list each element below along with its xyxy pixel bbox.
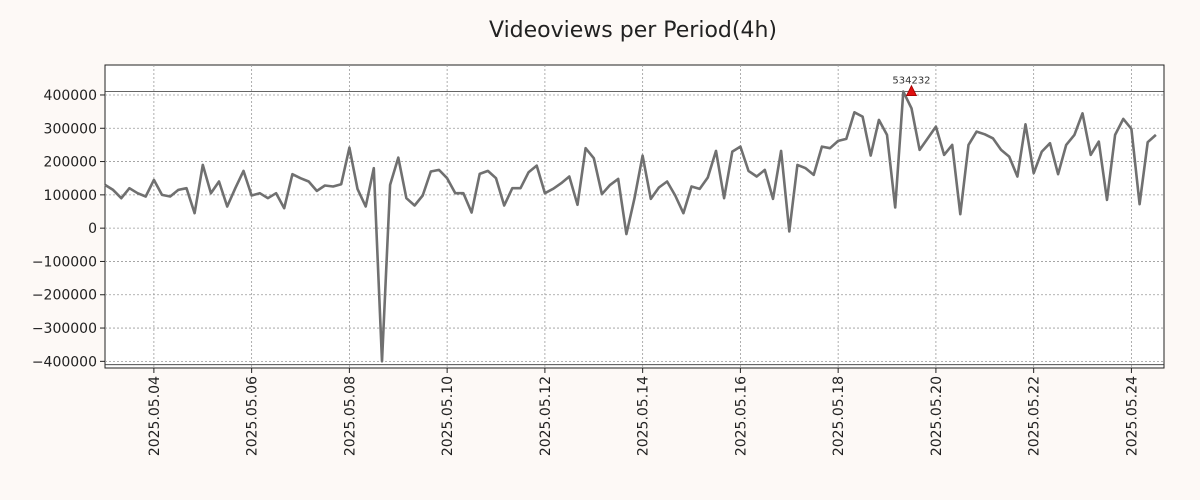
x-tick-label: 2025.05.06	[245, 376, 261, 456]
y-tick-label: −100000	[32, 254, 97, 270]
videoviews-chart: Videoviews per Period(4h) 534232 −400000…	[0, 0, 1200, 500]
y-tick-label: 400000	[44, 88, 97, 104]
y-tick-label: −300000	[32, 321, 97, 337]
x-tick-label: 2025.05.22	[1027, 376, 1043, 456]
x-tick-label: 2025.05.12	[538, 376, 554, 456]
x-tick-label: 2025.05.10	[440, 376, 456, 456]
x-tick-label: 2025.05.24	[1124, 376, 1140, 456]
x-tick-label: 2025.05.14	[636, 376, 652, 456]
x-tick-label: 2025.05.04	[147, 376, 163, 456]
y-tick-label: 300000	[44, 121, 97, 137]
x-tick-label: 2025.05.18	[831, 376, 847, 456]
y-tick-label: 0	[88, 221, 97, 237]
plot-area	[105, 65, 1164, 368]
y-tick-label: 200000	[44, 155, 97, 171]
x-tick-label: 2025.05.20	[929, 376, 945, 456]
x-tick-label: 2025.05.08	[342, 376, 358, 456]
y-tick-label: −400000	[32, 354, 97, 370]
y-tick-label: 100000	[44, 188, 97, 204]
peak-label: 534232	[892, 76, 930, 87]
x-tick-label: 2025.05.16	[733, 376, 749, 456]
chart-title: Videoviews per Period(4h)	[489, 18, 777, 43]
y-tick-label: −200000	[32, 288, 97, 304]
